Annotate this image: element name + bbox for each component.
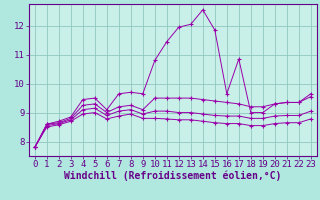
X-axis label: Windchill (Refroidissement éolien,°C): Windchill (Refroidissement éolien,°C) bbox=[64, 171, 282, 181]
